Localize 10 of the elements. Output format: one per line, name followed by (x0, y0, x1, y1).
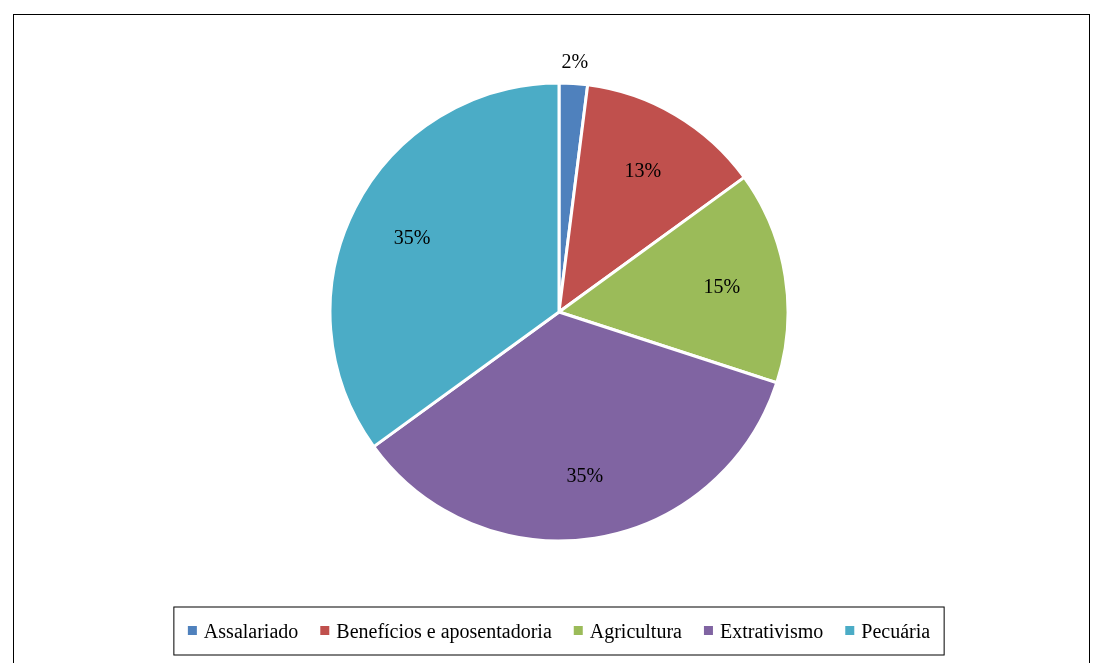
data-label: 35% (393, 226, 431, 249)
data-label: 2% (561, 50, 589, 73)
legend-label: Agricultura (589, 620, 683, 643)
data-label: 15% (703, 275, 741, 298)
data-label: 35% (566, 463, 604, 486)
legend-label: Pecuária (861, 620, 931, 642)
legend-label: Benefícios e aposentadoria (336, 620, 552, 643)
legend-label: Extrativismo (719, 620, 824, 642)
data-label: 13% (624, 159, 662, 182)
legend-label: Assalariado (203, 620, 299, 642)
